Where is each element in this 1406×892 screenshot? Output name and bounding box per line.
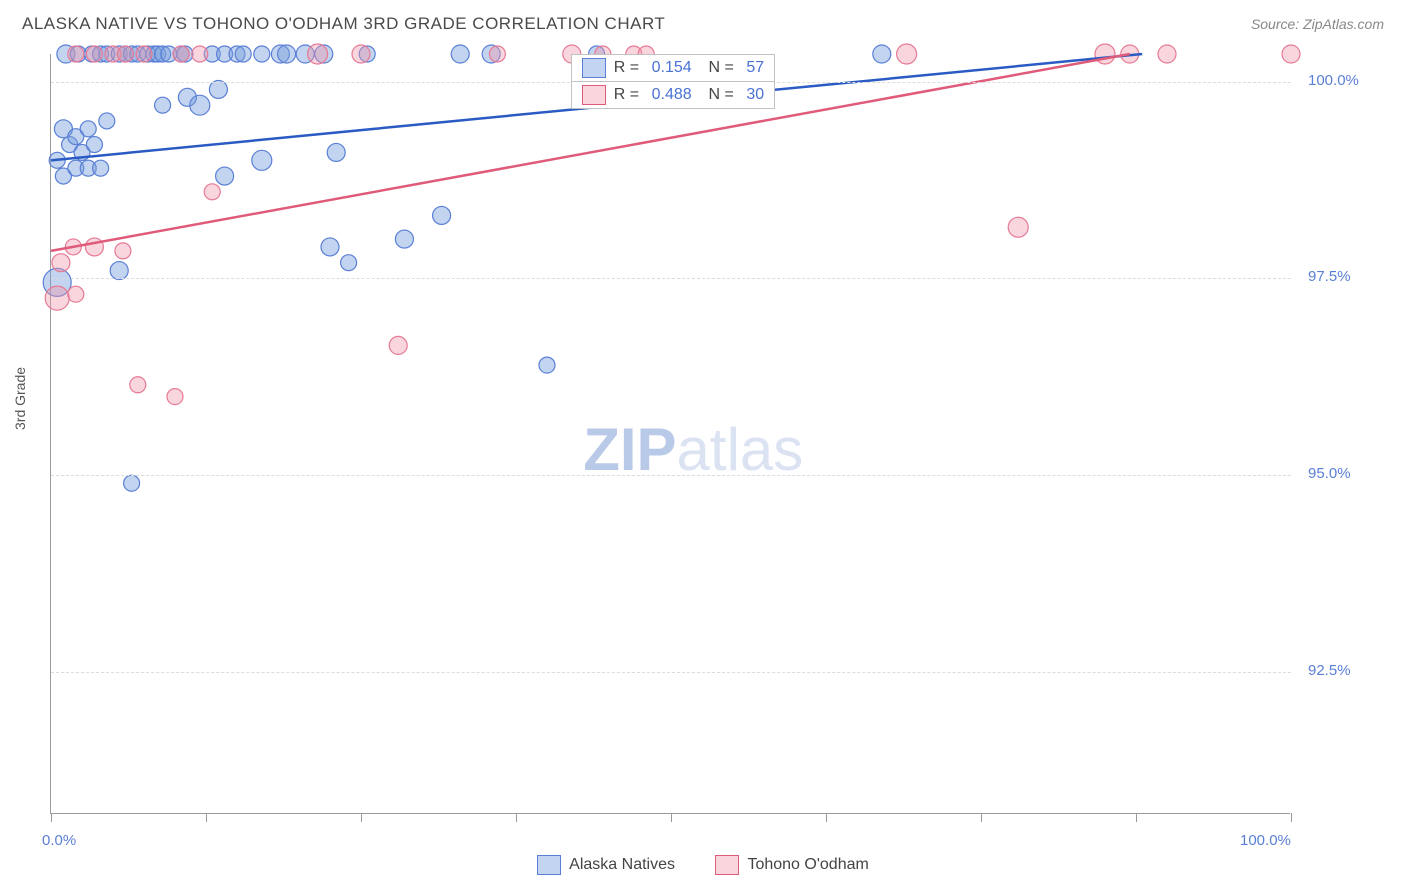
data-point [341, 255, 357, 271]
correlation-legend: R = 0.154 N = 57R = 0.488 N = 30 [571, 54, 775, 109]
correlation-legend-row: R = 0.154 N = 57 [572, 55, 774, 82]
data-point [167, 389, 183, 405]
data-point [130, 377, 146, 393]
x-tick-mark [1136, 813, 1137, 822]
data-point [216, 167, 234, 185]
x-tick-mark [516, 813, 517, 822]
legend-swatch-blue [537, 855, 561, 875]
data-point [327, 143, 345, 161]
data-point [1282, 45, 1300, 63]
data-point [155, 97, 171, 113]
legend-swatch [582, 58, 606, 78]
data-point [235, 46, 251, 62]
legend-n-label: N = [700, 59, 739, 77]
plot-svg [51, 54, 1291, 814]
gridline-h [51, 475, 1291, 476]
legend-r-label: R = [614, 59, 644, 77]
chart-source: Source: ZipAtlas.com [1251, 16, 1384, 32]
data-point [539, 357, 555, 373]
data-point [99, 113, 115, 129]
legend-label-alaska: Alaska Natives [569, 856, 675, 874]
data-point [68, 46, 84, 62]
data-point [124, 475, 140, 491]
data-point [489, 46, 505, 62]
legend-n-label: N = [700, 86, 739, 104]
data-point [190, 95, 210, 115]
data-point [93, 160, 109, 176]
data-point [209, 80, 227, 98]
x-tick-mark [206, 813, 207, 822]
x-tick-label: 0.0% [42, 832, 76, 849]
data-point [389, 336, 407, 354]
data-point [433, 206, 451, 224]
data-point [86, 46, 102, 62]
legend-n-value: 57 [746, 59, 764, 77]
data-point [173, 46, 189, 62]
data-point [80, 121, 96, 137]
gridline-h [51, 672, 1291, 673]
legend-r-value: 0.154 [652, 59, 692, 77]
y-tick-label: 95.0% [1308, 465, 1351, 482]
data-point [52, 254, 70, 272]
chart-header: ALASKA NATIVE VS TOHONO O'ODHAM 3RD GRAD… [22, 14, 1384, 42]
data-point [68, 286, 84, 302]
legend-label-tohono: Tohono O'odham [747, 856, 868, 874]
gridline-h [51, 278, 1291, 279]
legend-item-alaska: Alaska Natives [537, 855, 675, 875]
data-point [308, 44, 328, 64]
x-tick-label: 100.0% [1240, 832, 1291, 849]
chart-title: ALASKA NATIVE VS TOHONO O'ODHAM 3RD GRAD… [22, 14, 665, 33]
legend-n-value: 30 [746, 86, 764, 104]
data-point [117, 46, 133, 62]
x-tick-mark [1291, 813, 1292, 822]
data-point [45, 286, 69, 310]
y-axis-label: 3rd Grade [12, 367, 28, 430]
x-tick-mark [981, 813, 982, 822]
y-tick-label: 100.0% [1308, 72, 1359, 89]
data-point [352, 45, 370, 63]
data-point [395, 230, 413, 248]
legend-r-value: 0.488 [652, 86, 692, 104]
data-point [873, 45, 891, 63]
data-point [115, 243, 131, 259]
data-point [321, 238, 339, 256]
x-tick-mark [51, 813, 52, 822]
data-point [136, 46, 152, 62]
data-point [897, 44, 917, 64]
data-point [1008, 217, 1028, 237]
legend-swatch [582, 85, 606, 105]
data-point [451, 45, 469, 63]
legend-item-tohono: Tohono O'odham [715, 855, 868, 875]
data-point [278, 45, 296, 63]
data-point [110, 262, 128, 280]
correlation-legend-row: R = 0.488 N = 30 [572, 82, 774, 108]
legend-bottom: Alaska Natives Tohono O'odham [0, 855, 1406, 880]
data-point [1158, 45, 1176, 63]
data-point [86, 137, 102, 153]
legend-swatch-pink [715, 855, 739, 875]
data-point [192, 46, 208, 62]
plot-frame [50, 54, 1290, 814]
y-tick-label: 97.5% [1308, 268, 1351, 285]
x-tick-mark [671, 813, 672, 822]
data-point [252, 150, 272, 170]
plot-area [50, 54, 1290, 814]
legend-r-label: R = [614, 86, 644, 104]
y-tick-label: 92.5% [1308, 662, 1351, 679]
data-point [204, 184, 220, 200]
data-point [254, 46, 270, 62]
x-tick-mark [361, 813, 362, 822]
x-tick-mark [826, 813, 827, 822]
